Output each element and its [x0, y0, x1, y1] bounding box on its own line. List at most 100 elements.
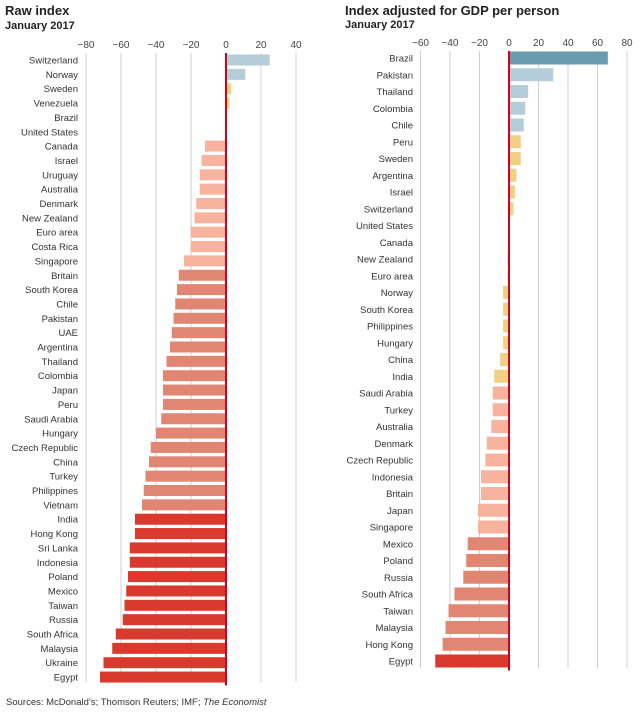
x-tick-label-raw: 0: [223, 40, 229, 51]
bar-raw: [143, 485, 226, 496]
x-tick-label-gdp: 0: [506, 38, 512, 49]
category-label-gdp: Mexico: [383, 539, 413, 550]
bar-raw: [149, 456, 226, 468]
x-tick-label-gdp: 60: [592, 38, 604, 49]
bar-raw: [112, 642, 226, 654]
x-tick-label-gdp: 20: [533, 38, 545, 49]
category-label-raw: Colombia: [38, 371, 79, 382]
category-label-gdp: Norway: [381, 288, 413, 299]
bar-raw: [124, 599, 226, 611]
category-label-gdp: Peru: [393, 137, 413, 148]
category-label-gdp: Hungary: [377, 338, 413, 349]
category-label-gdp: Indonesia: [372, 472, 414, 483]
bar-raw: [191, 226, 226, 238]
x-tick-label-gdp: 40: [562, 38, 574, 49]
category-label-raw: Russia: [49, 615, 79, 626]
category-label-raw: Britain: [51, 271, 78, 282]
bar-gdp: [486, 436, 509, 450]
category-label-raw: South Korea: [25, 285, 79, 296]
bar-raw: [199, 183, 226, 195]
x-tick-label-gdp: −60: [412, 38, 429, 49]
bar-gdp: [492, 403, 509, 417]
category-label-gdp: Turkey: [384, 405, 413, 416]
bar-raw: [161, 413, 226, 425]
bar-raw: [129, 556, 226, 568]
category-label-raw: Switzerland: [29, 56, 78, 67]
bar-gdp: [494, 369, 509, 383]
category-label-raw: Chile: [56, 299, 78, 310]
category-label-gdp: Chile: [391, 121, 413, 132]
category-label-gdp: Poland: [383, 556, 413, 567]
category-label-gdp: Switzerland: [364, 204, 413, 215]
bar-gdp: [480, 487, 509, 500]
category-label-gdp: Sweden: [379, 154, 413, 165]
category-label-gdp: Britain: [386, 489, 413, 500]
category-label-raw: Venezuela: [34, 99, 79, 110]
bar-gdp: [478, 503, 509, 517]
category-label-gdp: Saudi Arabia: [359, 389, 414, 400]
bar-raw: [196, 198, 226, 209]
category-label-gdp: Denmark: [374, 439, 413, 450]
bar-gdp: [442, 637, 509, 651]
category-label-raw: Norway: [46, 70, 78, 81]
category-label-gdp: Thailand: [377, 87, 413, 98]
category-label-raw: Philippines: [32, 486, 78, 497]
category-label-gdp: South Africa: [362, 590, 414, 601]
category-label-raw: Denmark: [39, 199, 78, 210]
category-label-gdp: Egypt: [389, 657, 414, 668]
bar-raw: [126, 585, 226, 597]
chart-panel-raw: Raw index January 2017−80 −60 −40 −20 0 20 40 Sw…: [5, 3, 302, 686]
category-label-raw: Singapore: [35, 256, 78, 267]
category-label-gdp: Euro area: [371, 271, 413, 282]
bar-raw: [166, 355, 226, 367]
category-label-gdp: Philippines: [367, 322, 413, 333]
x-tick-label-gdp: −20: [471, 38, 488, 49]
bar-raw: [226, 68, 246, 80]
chart-subtitle-gdp: January 2017: [345, 19, 415, 31]
category-label-gdp: South Korea: [360, 305, 414, 316]
x-tick-label-raw: −80: [78, 40, 95, 51]
bar-raw: [163, 398, 226, 410]
bar-gdp: [491, 420, 509, 433]
bar-gdp: [500, 353, 509, 366]
bar-raw: [173, 312, 226, 324]
category-label-raw: Egypt: [54, 673, 79, 684]
category-label-raw: Canada: [45, 142, 79, 153]
bar-raw: [184, 255, 226, 267]
category-label-raw: South Africa: [27, 630, 79, 641]
bar-gdp: [509, 185, 515, 199]
bar-raw: [156, 427, 226, 439]
bar-gdp: [509, 135, 521, 149]
bar-gdp: [445, 621, 509, 634]
bar-gdp: [485, 453, 509, 467]
bar-raw: [191, 241, 226, 253]
bar-gdp: [467, 537, 509, 551]
x-tick-label-raw: −60: [113, 40, 130, 51]
category-label-raw: Costa Rica: [32, 242, 79, 253]
bar-gdp: [435, 654, 509, 668]
bar-raw: [194, 212, 226, 224]
category-label-raw: Peru: [58, 400, 78, 411]
bar-raw: [171, 327, 226, 339]
category-label-gdp: Israel: [390, 188, 413, 199]
category-label-raw: Malaysia: [41, 644, 79, 655]
category-label-gdp: Taiwan: [383, 606, 413, 617]
category-label-raw: Pakistan: [42, 314, 78, 325]
category-label-gdp: Colombia: [373, 104, 414, 115]
bar-raw: [226, 54, 270, 66]
bar-gdp: [509, 118, 524, 132]
bar-raw: [122, 614, 226, 626]
bar-gdp: [480, 470, 509, 484]
category-label-gdp: Brazil: [389, 54, 413, 65]
bar-gdp: [503, 336, 509, 350]
bar-gdp: [503, 286, 509, 299]
chart-subtitle-raw: January 2017: [5, 20, 75, 32]
x-tick-label-gdp: 80: [621, 38, 633, 49]
category-label-raw: Saudi Arabia: [24, 414, 79, 425]
bar-raw: [129, 542, 226, 554]
category-label-raw: China: [53, 457, 79, 468]
bar-raw: [226, 97, 230, 109]
bar-raw: [226, 83, 232, 95]
bar-raw: [142, 499, 226, 511]
category-label-raw: Brazil: [54, 113, 78, 124]
